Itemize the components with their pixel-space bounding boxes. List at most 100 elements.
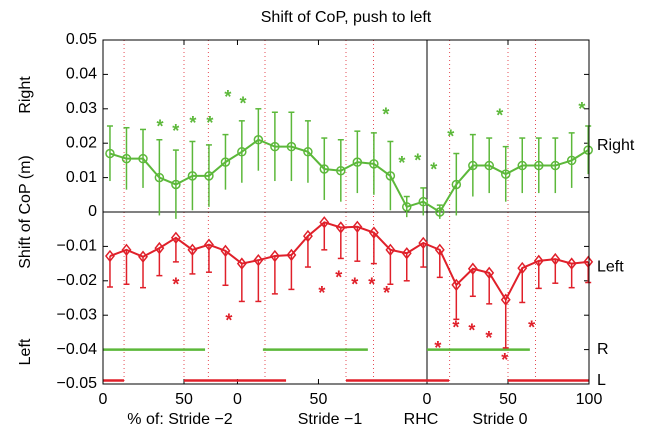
point [138,250,148,263]
point [220,157,231,167]
y-tick-label: 0.02 [66,134,97,151]
significance-star: * [224,87,231,107]
y-tick-label: 0.01 [66,169,97,186]
y-tick-label: −0.04 [57,341,98,358]
significance-star: * [501,350,508,370]
x-tick-label: 50 [175,391,193,408]
point [534,160,544,171]
point [253,135,264,145]
point [583,255,594,269]
y-tick-label: 0.05 [66,31,97,48]
point [105,249,115,263]
point [500,293,511,306]
error-bar [106,125,113,182]
point [418,196,429,207]
point [385,171,396,181]
point [154,172,165,183]
significance-star: * [447,127,454,147]
point [269,249,280,263]
x-tick-label: 100 [576,391,603,408]
point [335,221,346,234]
plot-frame [102,39,590,385]
significance-star: * [468,321,475,341]
point [154,241,165,255]
significance-star: * [157,117,164,137]
significance-star: * [189,113,196,133]
chart-title: Shift of CoP, push to left [261,9,432,26]
y-tick-label: −0.02 [57,272,98,289]
series-line [109,138,589,214]
point [451,179,462,190]
significance-star: * [335,268,342,288]
point [220,244,231,258]
x-caption: % of: Stride −2 [127,411,232,428]
significance-star: * [414,151,421,171]
point [500,169,511,179]
phase-label: R [597,341,609,358]
x-tick-label: 50 [310,391,328,408]
point [303,147,313,157]
error-bar [585,261,592,284]
significance-star: * [239,94,246,114]
significance-star: * [398,153,405,173]
error-bar [255,260,262,303]
series-label: Left [597,258,624,275]
error-bar [271,256,278,295]
point [517,160,528,171]
significance-star: * [485,328,492,348]
point [566,257,577,270]
x-caption: RHC [404,411,439,428]
point [435,207,445,217]
point [319,164,330,174]
point [286,248,297,262]
significance-star: * [434,338,441,358]
point [187,171,198,181]
y-axis-label: Shift of CoP (m) [17,155,34,269]
side-label: Left [17,338,34,365]
significance-star: * [382,105,389,125]
y-tick-label: 0.04 [66,66,97,83]
point [302,229,313,243]
point [369,159,379,169]
point [187,243,198,257]
point [467,262,478,275]
significance-star: * [318,283,325,303]
x-tick-label: 0 [233,391,242,408]
significance-star: * [368,275,375,295]
point [270,141,280,152]
significance-star: * [430,160,437,180]
x-tick-label: 0 [423,391,432,408]
x-tick-label: 0 [99,391,108,408]
error-bar [552,259,559,284]
point [484,266,495,280]
error-bar [172,237,179,263]
point [401,247,412,260]
y-tick-label: −0.05 [57,375,98,392]
error-bar [420,242,427,268]
point [550,160,561,171]
point [402,202,412,212]
point [253,253,264,267]
significance-star: * [452,318,459,338]
significance-star: * [496,106,503,126]
point [237,147,247,157]
point [105,148,115,159]
point [121,243,132,257]
point [203,238,214,251]
y-tick-label: −0.03 [57,306,98,323]
point [484,160,494,171]
error-bar [502,299,509,349]
point [121,153,132,164]
series-label: Right [597,137,635,154]
x-caption: Stride 0 [472,411,527,428]
point [236,257,247,270]
significance-star: * [383,283,390,303]
point [517,261,528,275]
point [368,226,379,239]
significance-star: * [206,113,213,133]
y-tick-label: −0.01 [57,238,98,255]
point [336,165,346,176]
point [204,171,214,181]
y-tick-label: 0.03 [66,100,97,117]
